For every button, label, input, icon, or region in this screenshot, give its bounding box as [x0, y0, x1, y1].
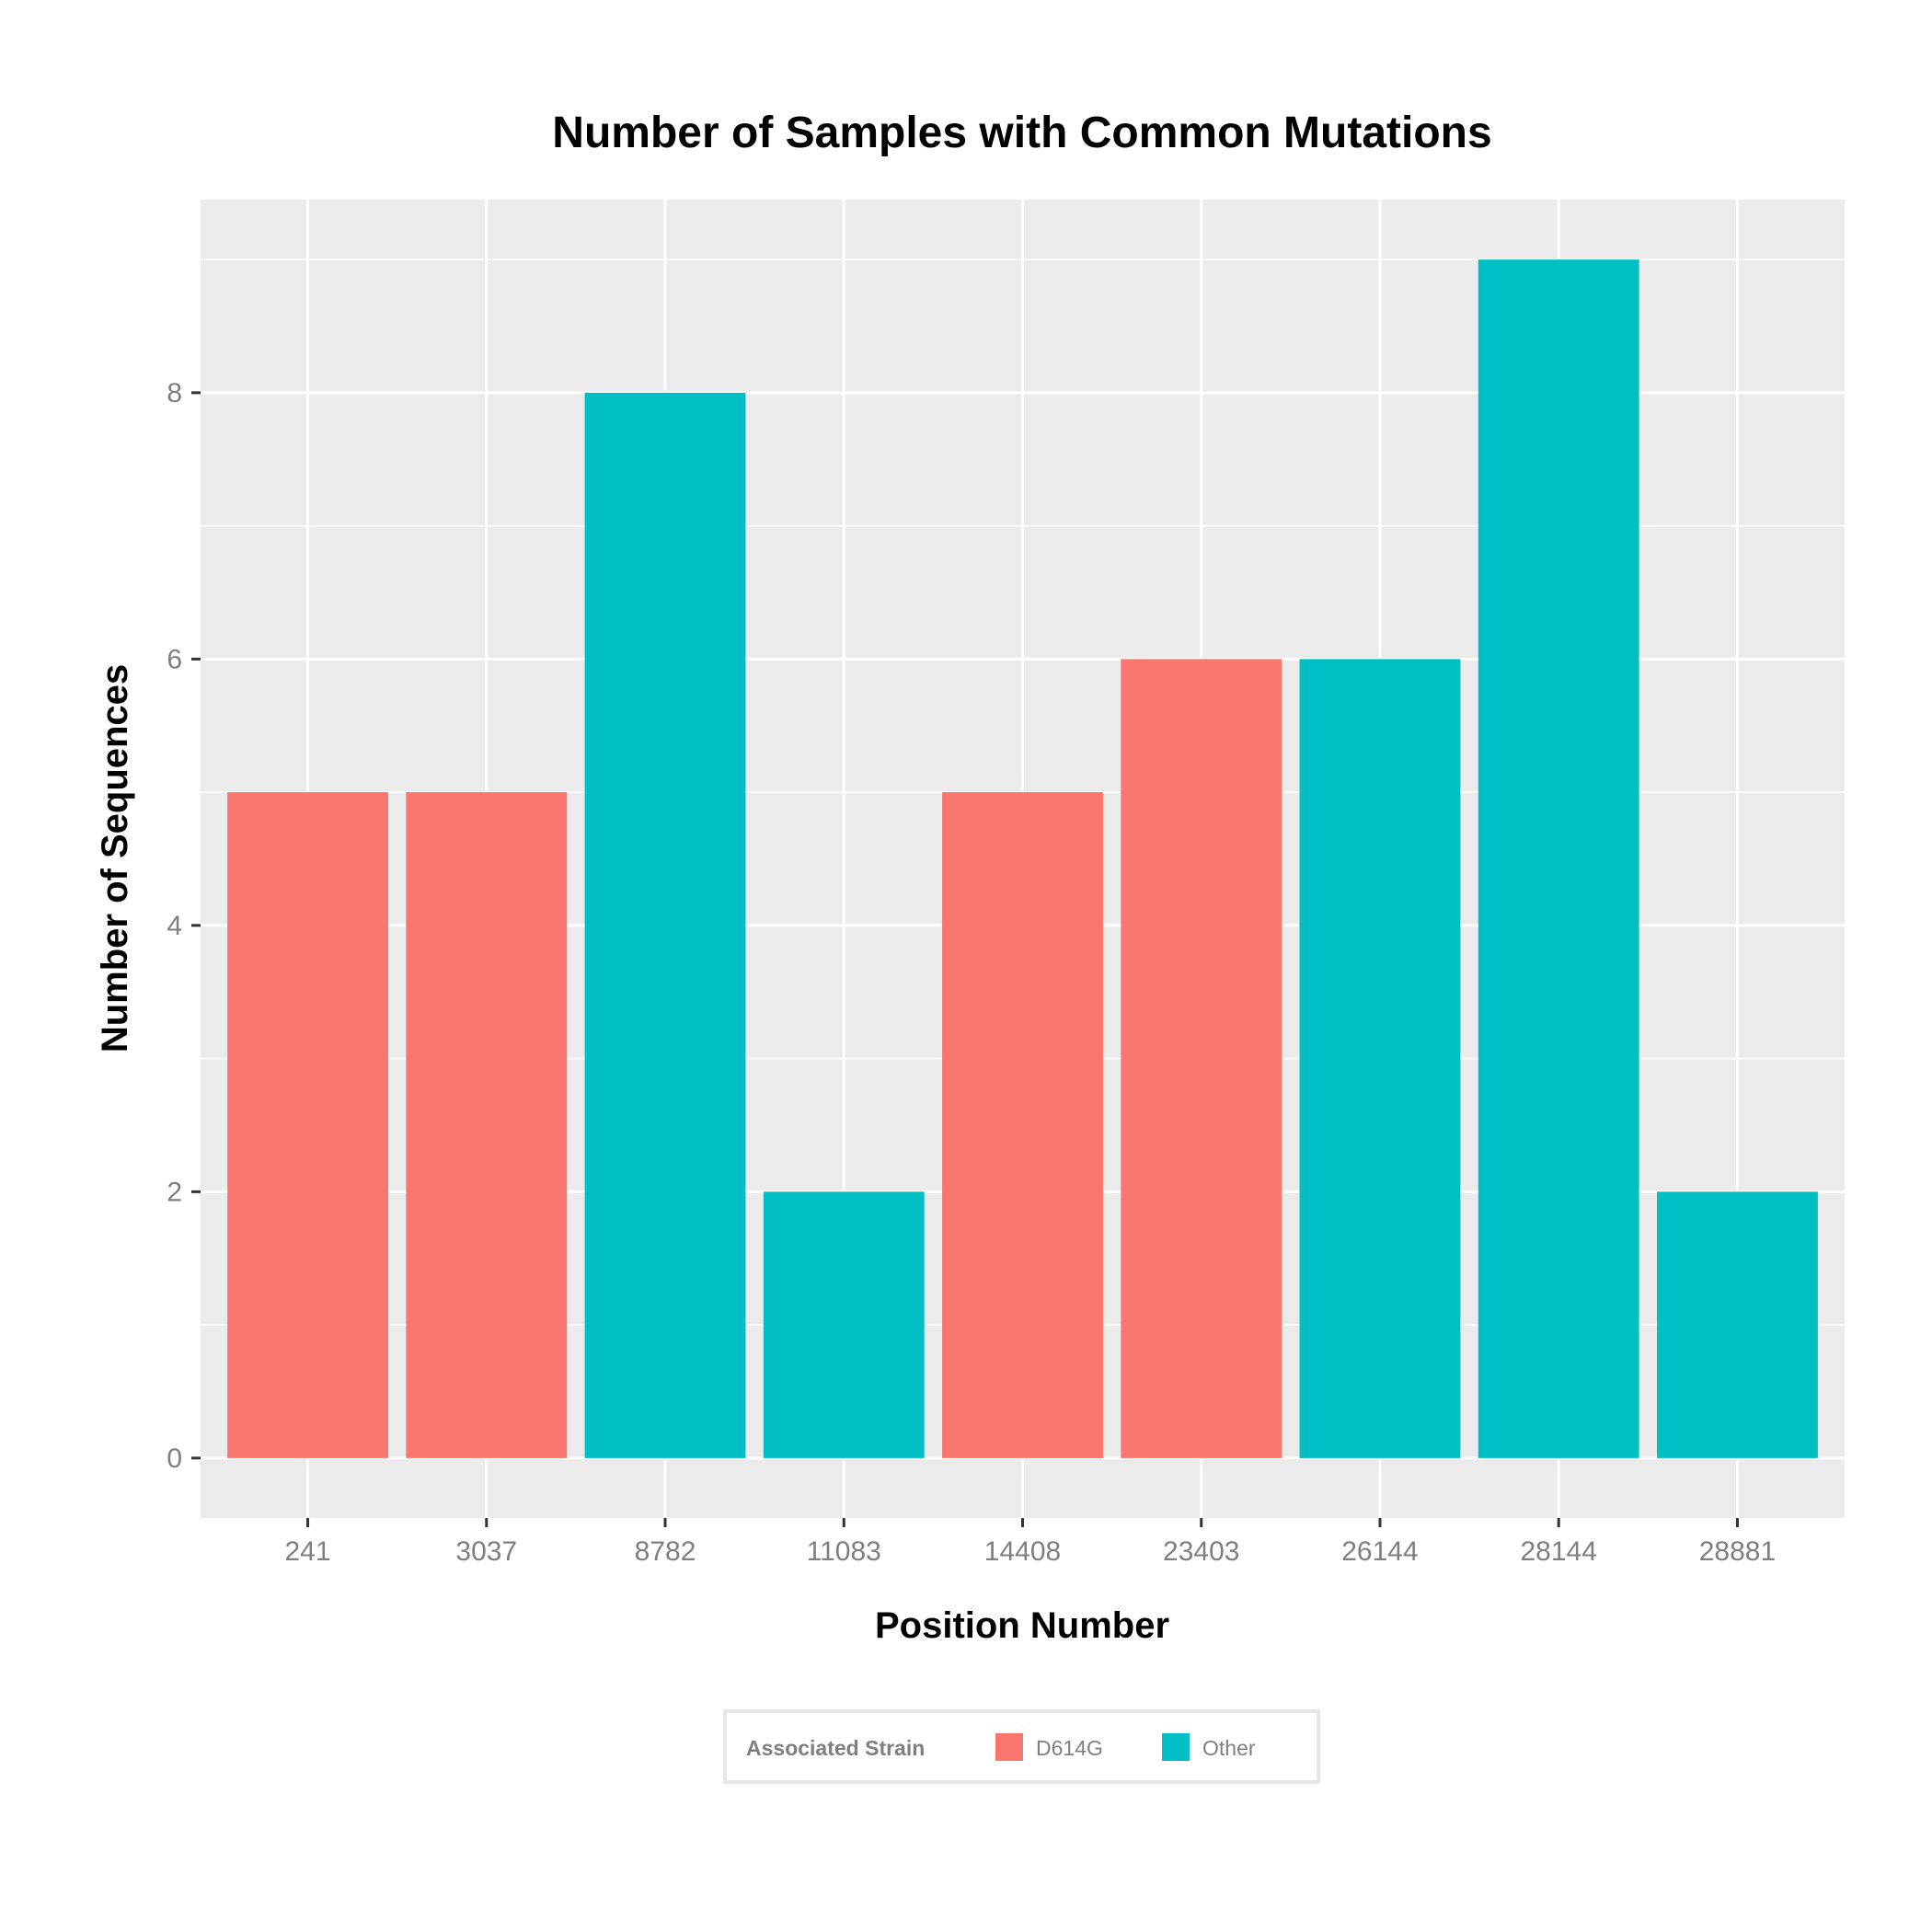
y-tick-label: 4 [167, 911, 182, 941]
bar-14408 [942, 792, 1103, 1458]
y-tick-label: 2 [167, 1177, 182, 1207]
bar-23403 [1121, 659, 1282, 1458]
legend: Associated Strain D614G Other [723, 1709, 1320, 1784]
x-tick-label: 28881 [1699, 1536, 1776, 1567]
x-tick-label: 26144 [1341, 1536, 1418, 1567]
y-axis-title: Number of Sequences [95, 664, 135, 1052]
legend-key-other [1162, 1733, 1190, 1761]
y-tick-label: 0 [167, 1443, 182, 1474]
bar-28144 [1478, 259, 1639, 1458]
x-tick-label: 241 [285, 1536, 331, 1567]
bar-11083 [763, 1191, 925, 1458]
x-axis-title: Position Number [875, 1605, 1169, 1646]
bar-26144 [1299, 659, 1461, 1458]
y-tick-label: 8 [167, 378, 182, 408]
x-tick-label: 14408 [984, 1536, 1061, 1567]
x-axis: 241 3037 8782 11083 14408 23403 26144 28144 2888… [285, 1518, 1776, 1567]
x-tick-label: 11083 [807, 1536, 881, 1567]
x-tick-label: 28144 [1520, 1536, 1596, 1567]
chart-title: Number of Samples with Common Mutations [552, 109, 1491, 157]
legend-title: Associated Strain [746, 1736, 925, 1760]
bar-8782 [584, 392, 746, 1458]
bars [227, 259, 1818, 1458]
x-tick-label: 23403 [1163, 1536, 1239, 1567]
legend-label-d614g: D614G [1036, 1736, 1103, 1760]
bar-3037 [406, 792, 568, 1458]
bar-28881 [1657, 1191, 1818, 1458]
legend-label-other: Other [1202, 1736, 1256, 1760]
y-axis: 0 2 4 6 8 [167, 378, 201, 1474]
bar-241 [227, 792, 388, 1458]
x-tick-label: 3037 [455, 1536, 517, 1567]
legend-key-d614g [995, 1733, 1023, 1761]
y-tick-label: 6 [167, 644, 182, 674]
x-tick-label: 8782 [635, 1536, 696, 1567]
